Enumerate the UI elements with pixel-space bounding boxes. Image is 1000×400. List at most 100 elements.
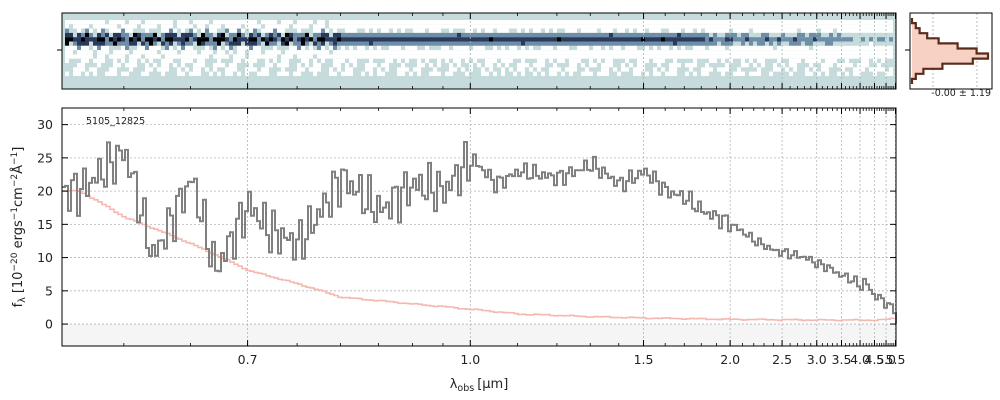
- spectrum-2d-cell: [877, 20, 881, 25]
- spectrum-2d-cell: [637, 41, 641, 46]
- spectrum-2d-cell: [369, 24, 373, 29]
- spectrum-2d-cell: [553, 63, 557, 68]
- spectrum-2d-cell: [573, 41, 577, 46]
- spectrum-2d-cell: [841, 50, 845, 55]
- spectrum-2d-cell: [705, 32, 709, 38]
- spectrum-2d-cell: [429, 24, 433, 29]
- spectrum-2d-cell: [465, 58, 469, 63]
- spectrum-2d-cell: [509, 24, 513, 29]
- spectrum-2d-cell: [425, 32, 429, 38]
- spectrum-2d-cell: [449, 32, 453, 38]
- spectrum-2d-cell: [881, 32, 885, 38]
- spectrum-2d-cell: [89, 41, 93, 46]
- spectrum-2d-cell: [253, 58, 257, 63]
- spectrum-2d-cell: [337, 28, 341, 33]
- spectrum-2d-cell: [677, 37, 681, 42]
- spectrum-2d-cell: [613, 28, 617, 33]
- spectrum-2d-cell: [669, 37, 673, 42]
- spectrum-2d-cell: [549, 32, 553, 38]
- spectrum-2d-cell: [385, 50, 389, 55]
- spectrum-2d-cell: [261, 67, 265, 72]
- spectrum-2d-cell: [217, 71, 221, 76]
- spectrum-2d-cell: [305, 45, 309, 51]
- spectrum-2d-cell: [541, 54, 545, 59]
- spectrum-2d-cell: [161, 41, 165, 46]
- spectrum-2d-cell: [373, 24, 377, 29]
- spectrum-2d-cell: [121, 37, 125, 42]
- spectrum-2d-cell: [657, 24, 661, 29]
- spectrum-2d-cell: [301, 67, 305, 72]
- spectrum-2d-cell: [121, 41, 125, 46]
- spectrum-2d-cell: [117, 45, 121, 51]
- spectrum-2d-cell: [433, 20, 437, 25]
- spectrum-2d-cell: [577, 20, 581, 25]
- spectrum-2d-cell: [241, 54, 245, 59]
- spectrum-2d-cell: [517, 45, 521, 51]
- spectrum-2d-cell: [165, 41, 169, 46]
- spectrum-2d-cell: [745, 24, 749, 29]
- spectrum-2d-cell: [673, 32, 677, 38]
- spectrum-2d-cell: [513, 37, 517, 42]
- spectrum-2d-cell: [397, 54, 401, 59]
- spectrum-2d-cell: [793, 20, 797, 25]
- spectrum-2d-cell: [557, 32, 561, 38]
- spectrum-2d-cell: [785, 54, 789, 59]
- spectrum-2d-cell: [73, 45, 77, 51]
- spectrum-2d-cell: [85, 41, 89, 46]
- spectrum-2d-cell: [629, 37, 633, 42]
- spectrum-2d-cell: [577, 28, 581, 33]
- spectrum-2d-cell: [521, 71, 525, 76]
- spectrum-2d-cell: [461, 32, 465, 38]
- spectrum-2d-cell: [633, 45, 637, 51]
- spectrum-2d-cell: [845, 37, 849, 42]
- spectrum-2d-cell: [841, 24, 845, 29]
- spectrum-2d-cell: [789, 54, 793, 59]
- spectrum-2d-cell: [505, 28, 509, 33]
- spectrum-2d-cell: [429, 32, 433, 38]
- spectrum-2d-cell: [501, 32, 505, 38]
- spectrum-2d-cell: [473, 37, 477, 42]
- spectrum-2d-cell: [377, 67, 381, 72]
- spectrum-2d-cell: [881, 41, 885, 46]
- spectrum-2d-cell: [833, 32, 837, 38]
- spectrum-2d-cell: [333, 24, 337, 29]
- spectrum-2d-cell: [565, 50, 569, 55]
- spectrum-2d-cell: [361, 45, 365, 51]
- spectrum-2d-cell: [777, 41, 781, 46]
- spectrum-2d-cell: [173, 24, 177, 29]
- spectrum-2d-cell: [129, 54, 133, 59]
- spectrum-2d-cell: [197, 28, 201, 33]
- spectrum-2d-cell: [721, 50, 725, 55]
- spectrum-2d-cell: [401, 67, 405, 72]
- spectrum-2d-cell: [721, 32, 725, 38]
- spectrum-2d-cell: [541, 32, 545, 38]
- spectrum-2d-cell: [97, 20, 101, 25]
- spectrum-2d-cell: [721, 20, 725, 25]
- spectrum-2d-cell: [437, 54, 441, 59]
- spectrum-2d-cell: [653, 41, 657, 46]
- spectrum-2d-cell: [585, 41, 589, 46]
- spectrum-2d-cell: [149, 41, 153, 46]
- spectrum-2d-cell: [417, 63, 421, 68]
- spectrum-2d-cell: [637, 63, 641, 68]
- spectrum-2d-cell: [169, 45, 173, 51]
- spectrum-2d-cell: [473, 54, 477, 59]
- spectrum-2d-cell: [533, 63, 537, 68]
- spectrum-2d-cell: [189, 45, 193, 51]
- spectrum-2d-cell: [821, 20, 825, 25]
- spectrum-2d-cell: [217, 54, 221, 59]
- spectrum-2d-cell: [257, 37, 261, 42]
- spectrum-2d-cell: [597, 32, 601, 38]
- spectrum-2d-cell: [437, 50, 441, 55]
- spectrum-2d-cell: [117, 41, 121, 46]
- spectrum-2d-cell: [493, 45, 497, 51]
- spectrum-2d-cell: [853, 50, 857, 55]
- spectrum-2d-cell: [469, 63, 473, 68]
- spectrum-2d-cell: [237, 58, 241, 63]
- spectrum-2d-cell: [665, 41, 669, 46]
- spectrum-2d-cell: [413, 45, 417, 51]
- spectrum-2d-cell: [301, 32, 305, 38]
- spectrum-2d-cell: [865, 58, 869, 63]
- spectrum-2d-cell: [129, 41, 133, 46]
- spectrum-2d-cell: [169, 41, 173, 46]
